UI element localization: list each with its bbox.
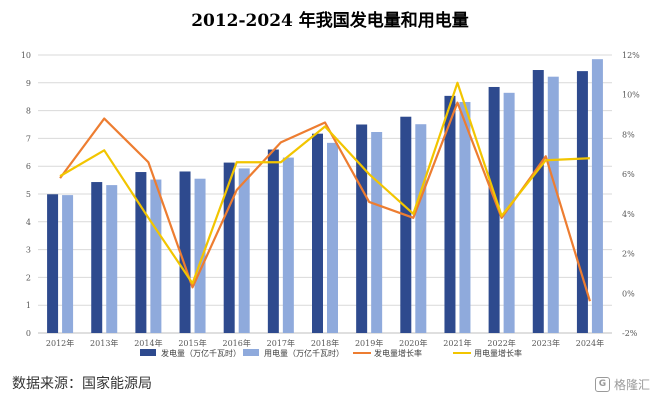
bar-generation: [312, 133, 323, 333]
bar-generation: [135, 172, 147, 333]
x-tick-label: 2024年: [576, 338, 604, 348]
bar-consumption: [371, 132, 383, 333]
y-left-tick-label: 8: [26, 107, 31, 116]
watermark-text: 格隆汇: [613, 378, 650, 392]
bar-consumption: [459, 101, 471, 334]
bar-generation: [444, 95, 456, 333]
bar-consumption: [194, 178, 206, 333]
legend-label: 用电量增长率: [474, 348, 522, 358]
watermark-logo-icon: G: [594, 377, 610, 392]
bar-consumption: [547, 76, 559, 334]
x-tick-label: 2014年: [134, 338, 162, 348]
bar-consumption: [150, 179, 162, 333]
x-tick-label: 2018年: [311, 338, 339, 348]
y-right-tick-label: -2%: [622, 329, 638, 338]
x-tick-label: 2021年: [443, 338, 471, 348]
y-right-tick-label: 2%: [622, 250, 635, 259]
x-tick-label: 2019年: [355, 338, 383, 348]
x-tick-label: 2017年: [267, 338, 295, 348]
bar-consumption: [415, 124, 427, 333]
y-left-tick-label: 7: [26, 134, 31, 143]
y-right-tick-label: 6%: [622, 170, 635, 179]
bar-generation: [47, 194, 59, 333]
legend-label: 用电量（万亿千瓦时）: [264, 348, 344, 358]
y-right-tick-label: 8%: [622, 130, 635, 139]
y-right-tick-label: 4%: [622, 210, 635, 219]
y-right-tick-label: 10%: [622, 91, 640, 100]
x-tick-label: 2022年: [487, 338, 515, 348]
legend-swatch: [243, 349, 259, 356]
bar-generation: [400, 116, 412, 333]
y-left-tick-label: 0: [26, 329, 31, 338]
legend-label: 发电量增长率: [374, 348, 422, 358]
y-left-tick-label: 10: [21, 51, 31, 60]
data-source-note: 数据来源：国家能源局: [12, 376, 152, 392]
bar-generation: [179, 171, 191, 333]
bar-consumption: [106, 185, 118, 333]
x-tick-label: 2023年: [532, 338, 560, 348]
x-tick-label: 2020年: [399, 338, 427, 348]
bar-generation: [532, 70, 544, 334]
bar-consumption: [327, 142, 338, 333]
bar-consumption: [62, 195, 74, 333]
y-left-tick-label: 6: [26, 162, 31, 171]
bar-generation: [356, 124, 368, 333]
legend-label: 发电量（万亿千瓦时）: [161, 348, 241, 358]
bar-generation: [91, 182, 103, 333]
x-tick-label: 2013年: [90, 338, 118, 348]
y-right-tick-label: 0%: [622, 289, 635, 298]
bar-consumption: [282, 157, 294, 333]
y-left-tick-label: 3: [26, 246, 31, 255]
bar-generation: [223, 162, 235, 333]
line-consumption-growth: [59, 81, 590, 285]
y-right-tick-label: 12%: [622, 51, 640, 60]
x-tick-label: 2016年: [223, 338, 251, 348]
bar-generation: [488, 86, 500, 333]
y-left-tick-label: 9: [26, 79, 31, 88]
y-left-tick-label: 4: [26, 218, 31, 227]
bar-consumption: [238, 168, 250, 333]
y-left-tick-label: 2: [26, 273, 31, 282]
y-left-tick-label: 1: [26, 301, 31, 310]
bar-generation: [576, 71, 588, 334]
x-tick-label: 2012年: [46, 338, 74, 348]
bar-consumption: [503, 92, 515, 333]
legend-swatch: [140, 349, 156, 356]
bar-consumption: [591, 59, 603, 334]
y-left-tick-label: 5: [26, 190, 31, 199]
x-tick-label: 2015年: [178, 338, 206, 348]
watermark: G 格隆汇: [594, 376, 650, 393]
line-generation-growth: [59, 101, 591, 302]
bar-generation: [267, 149, 279, 333]
chart-title: 2012-2024 年我国发电量和用电量: [191, 11, 469, 31]
